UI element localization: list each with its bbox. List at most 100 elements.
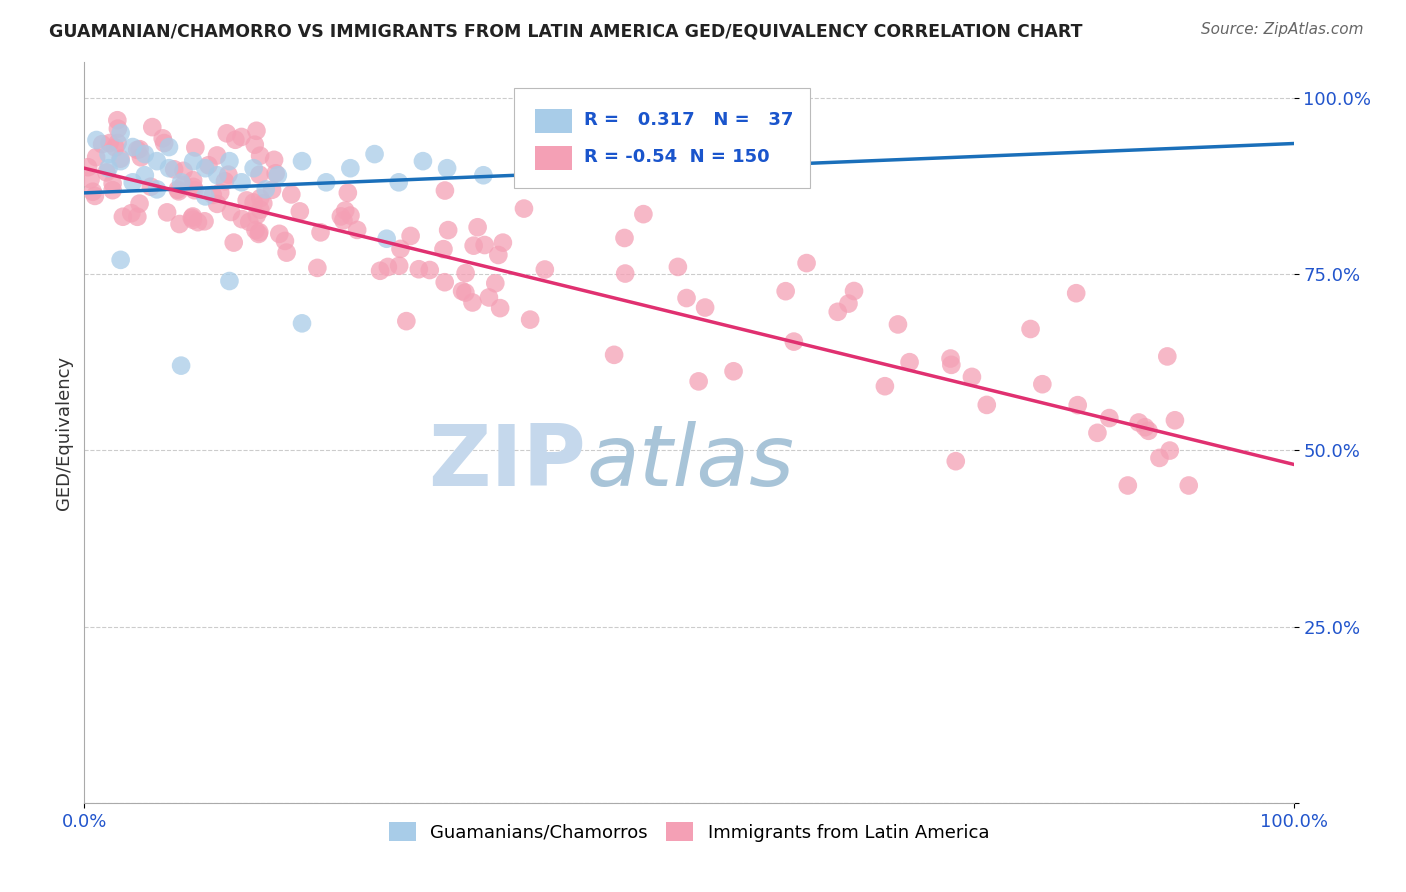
Point: [775, 284, 797, 298]
Point: [688, 375, 710, 389]
Point: [110, 152, 132, 166]
Point: [898, 355, 921, 369]
Point: [121, 140, 143, 154]
Text: R =   0.317   N =   37: R = 0.317 N = 37: [583, 112, 793, 129]
Point: [219, 205, 242, 219]
Point: [181, 212, 204, 227]
Point: [91, 137, 114, 152]
Point: [1087, 425, 1109, 440]
Point: [486, 248, 509, 262]
Point: [412, 154, 434, 169]
Point: [454, 266, 477, 280]
Point: [437, 223, 460, 237]
Point: [1067, 398, 1090, 412]
Point: [242, 195, 264, 210]
Point: [489, 301, 512, 315]
Point: [245, 124, 267, 138]
Text: atlas: atlas: [586, 421, 794, 504]
Point: [291, 154, 314, 169]
Point: [129, 150, 152, 164]
Text: Source: ZipAtlas.com: Source: ZipAtlas.com: [1201, 22, 1364, 37]
Point: [533, 262, 555, 277]
Point: [152, 131, 174, 145]
Point: [181, 154, 204, 169]
Point: [945, 454, 967, 468]
Point: [603, 348, 626, 362]
Point: [180, 211, 202, 225]
Point: [1177, 478, 1199, 492]
Point: [173, 164, 195, 178]
Point: [97, 161, 120, 176]
Point: [419, 263, 441, 277]
Point: [218, 274, 240, 288]
Point: [231, 212, 253, 227]
Point: [478, 290, 501, 304]
Point: [105, 113, 128, 128]
Point: [187, 215, 209, 229]
Point: [276, 245, 298, 260]
Point: [181, 173, 204, 187]
Point: [197, 158, 219, 172]
Point: [1019, 322, 1042, 336]
Point: [408, 262, 430, 277]
Point: [166, 183, 188, 197]
Point: [1156, 350, 1178, 364]
Point: [181, 210, 204, 224]
Point: [363, 147, 385, 161]
Point: [280, 187, 302, 202]
Point: [941, 358, 963, 372]
Point: [97, 147, 120, 161]
Point: [101, 177, 124, 191]
Point: [83, 189, 105, 203]
Point: [837, 296, 859, 310]
Point: [98, 136, 121, 150]
Point: [1149, 450, 1171, 465]
Point: [209, 186, 232, 200]
Point: [267, 168, 290, 182]
Point: [205, 148, 228, 162]
Point: [170, 359, 193, 373]
Point: [960, 370, 983, 384]
Point: [873, 379, 896, 393]
Point: [127, 210, 149, 224]
Point: [194, 161, 217, 176]
Point: [86, 133, 108, 147]
Point: [309, 226, 332, 240]
Point: [1137, 424, 1160, 438]
Point: [1128, 416, 1150, 430]
Point: [695, 301, 717, 315]
Point: [184, 140, 207, 154]
Point: [399, 228, 422, 243]
Point: [201, 187, 224, 202]
Point: [252, 196, 274, 211]
Point: [346, 223, 368, 237]
Point: [395, 314, 418, 328]
Point: [336, 186, 359, 200]
Point: [110, 252, 132, 267]
Point: [217, 168, 239, 182]
Point: [77, 160, 100, 174]
Point: [243, 137, 266, 152]
Point: [432, 242, 454, 256]
Point: [274, 234, 297, 248]
Point: [723, 364, 745, 378]
Point: [172, 178, 194, 192]
Point: [307, 260, 329, 275]
Point: [939, 351, 962, 366]
Point: [146, 182, 169, 196]
Point: [519, 312, 541, 326]
Point: [339, 161, 361, 176]
Point: [121, 175, 143, 189]
Point: [842, 284, 865, 298]
Point: [82, 185, 104, 199]
Point: [156, 205, 179, 219]
Point: [1031, 377, 1053, 392]
Point: [183, 183, 205, 197]
Point: [1133, 420, 1156, 434]
Point: [675, 291, 697, 305]
Point: [242, 161, 264, 176]
Y-axis label: GED/Equivalency: GED/Equivalency: [55, 356, 73, 509]
Point: [1098, 411, 1121, 425]
Point: [246, 208, 269, 222]
Text: GUAMANIAN/CHAMORRO VS IMMIGRANTS FROM LATIN AMERICA GED/EQUIVALENCY CORRELATION : GUAMANIAN/CHAMORRO VS IMMIGRANTS FROM LA…: [49, 22, 1083, 40]
